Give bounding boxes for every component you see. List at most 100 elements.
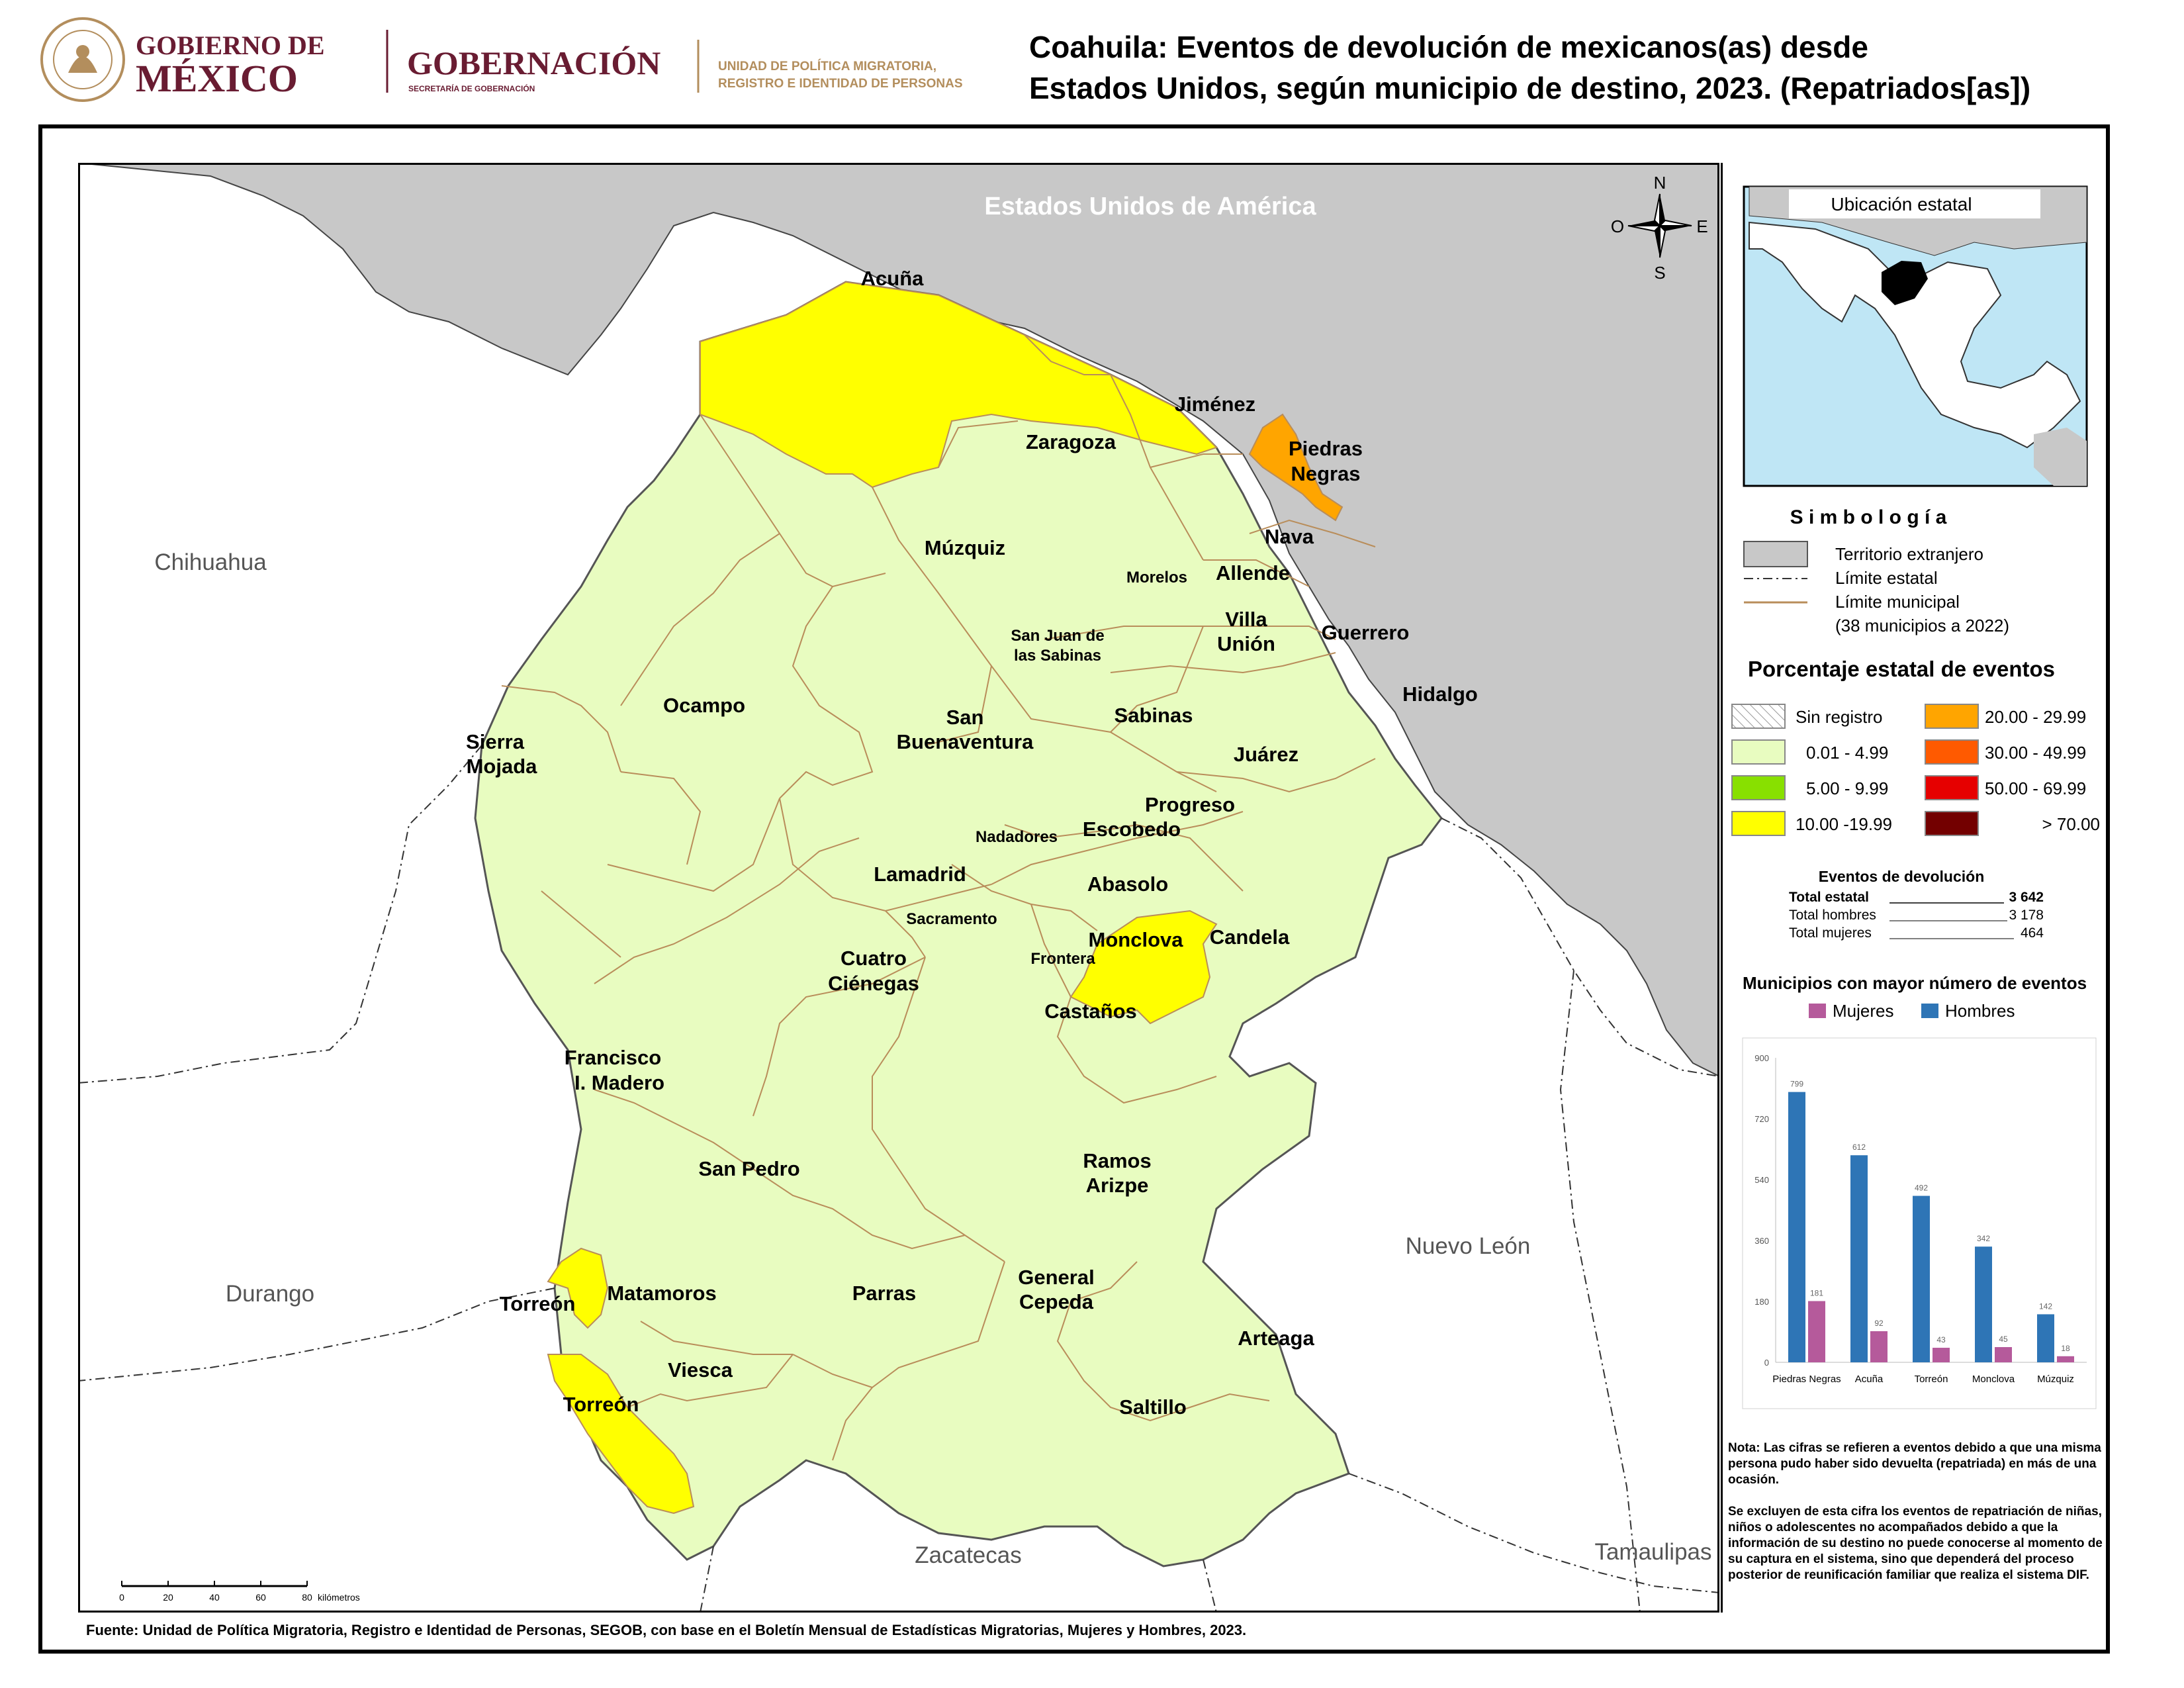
label-piedras-negras-1: Piedras (1289, 437, 1363, 460)
class-swatch-4 (1925, 704, 1979, 729)
main-map[interactable]: Estados Unidos de América Chihuahua Dura… (77, 162, 1720, 1613)
scale-unit: kilómetros (318, 1592, 360, 1603)
note-2: Se excluyen de esta cifra los eventos de… (1728, 1505, 2103, 1582)
label-cuatro-cienegas-1: Cuatro (841, 947, 907, 970)
label-sacramento: Sacramento (906, 910, 997, 928)
label-san-buenaventura-2: Buenaventura (897, 730, 1034, 753)
compass-s: S (1654, 263, 1665, 283)
map-frame (38, 124, 2110, 1654)
bar-chart: 0 180 360 540 720 900 799 181 Piedras Negras 612 9… (1754, 1053, 2087, 1385)
bar-hombres (1788, 1092, 1805, 1362)
totals-title: Eventos de devolución (1819, 868, 1985, 885)
unit-line2: REGISTRO E IDENTIDAD DE PERSONAS (718, 77, 963, 91)
coahuila-state (474, 281, 1443, 1568)
label-villa-union-1: Villa (1225, 608, 1267, 631)
legend-hombres: Hombres (1945, 1001, 2015, 1021)
mexico-seal-icon (40, 17, 125, 102)
label-general-cepeda-1: General (1018, 1266, 1094, 1289)
scale-tick-1: 20 (163, 1592, 173, 1603)
map-border (78, 163, 1719, 1613)
bar-value-label: 92 (1874, 1319, 1884, 1328)
class-swatch-1 (1731, 739, 1786, 765)
region-piedras-negras (1248, 413, 1343, 522)
neighbor-nuevo-leon: Nuevo León (1406, 1233, 1531, 1259)
label-san-pedro: San Pedro (698, 1157, 799, 1180)
bar-value-label: 181 (1810, 1288, 1823, 1297)
bar-value-label: 799 (1790, 1080, 1803, 1089)
total-state-value: 3 642 (2009, 890, 2044, 905)
bar-value-label: 43 (1936, 1335, 1946, 1344)
legend-mujeres: Mujeres (1833, 1001, 1893, 1021)
bar-mujeres (2057, 1356, 2074, 1362)
label-muzquiz: Múzquiz (925, 536, 1005, 559)
map-title: Coahuila: Eventos de devolución de mexic… (1029, 26, 2154, 109)
usa-territory (77, 162, 1720, 1078)
gov-line2: MÉXICO (136, 57, 298, 100)
y-tick-label: 900 (1754, 1053, 1769, 1063)
scale-bar: 0 20 40 60 80 kilómetros (119, 1581, 360, 1603)
pct-title: Porcentaje estatal de eventos (1748, 657, 2055, 681)
scale-tick-2: 40 (209, 1592, 220, 1603)
region-monclova (1069, 910, 1218, 1025)
legend-title: S i m b o l o g í a (1790, 506, 1947, 528)
label-frontera: Frontera (1030, 950, 1095, 968)
label-general-cepeda-2: Cepeda (1019, 1290, 1094, 1313)
bar-mujeres (1808, 1301, 1825, 1362)
inset-central-america (2034, 428, 2087, 486)
label-torreon-2: Torreón (563, 1393, 639, 1416)
label-ocampo: Ocampo (663, 694, 745, 717)
compass-n: N (1654, 173, 1666, 193)
title-line1: Coahuila: Eventos de devolución de mexic… (1029, 30, 1868, 64)
class-label-0: Sin registro (1796, 707, 1883, 727)
label-cuatro-cienegas-2: Ciénegas (828, 972, 919, 995)
label-sierra-mojada-2: Mojada (467, 755, 538, 778)
total-men-label: Total hombres (1789, 908, 1876, 923)
class-swatch-2 (1731, 775, 1786, 800)
inset-coahuila-highlight (1882, 261, 1928, 305)
y-tick-label: 360 (1754, 1236, 1769, 1246)
north-arrow-icon: N S E O (1611, 173, 1708, 283)
bar-value-label: 142 (2039, 1301, 2052, 1311)
category-label: Múzquiz (2037, 1374, 2074, 1385)
bar-hombres (1850, 1155, 1868, 1362)
label-juarez: Juárez (1234, 743, 1298, 766)
scale-tick-4: 80 (302, 1592, 312, 1603)
label-morelos: Morelos (1126, 569, 1187, 586)
label-ramos-arizpe-2: Arizpe (1086, 1174, 1149, 1197)
bar-hombres (1975, 1246, 1992, 1362)
legend-swatch-mujeres (1809, 1004, 1826, 1018)
category-label: Piedras Negras (1772, 1374, 1841, 1385)
category-label: Monclova (1972, 1374, 2015, 1385)
class-swatch-3 (1731, 811, 1786, 836)
category-label: Torreón (1915, 1374, 1948, 1385)
y-tick-label: 180 (1754, 1297, 1769, 1307)
y-tick-label: 0 (1764, 1358, 1769, 1368)
legend-foreign: Territorio extranjero (1835, 544, 1983, 564)
neighbor-durango: Durango (226, 1281, 314, 1307)
state-boundaries (77, 745, 1720, 1613)
title-line2: Estados Unidos, según municipio de desti… (1029, 71, 2031, 105)
notes-block: Nota: Las cifras se refieren a eventos d… (1728, 1440, 2109, 1583)
unit-line1: UNIDAD DE POLÍTICA MIGRATORIA, (718, 59, 936, 73)
label-zaragoza: Zaragoza (1026, 430, 1116, 453)
region-torreon-north (547, 1247, 609, 1329)
class-label-6: 50.00 - 69.99 (1985, 778, 2086, 798)
bar-hombres (2037, 1314, 2054, 1362)
totals-table: Total estatal 3 642 Total hombres 3 178 … (1789, 890, 2044, 941)
bar-value-label: 18 (2061, 1344, 2070, 1353)
compass-e: E (1696, 216, 1707, 236)
usa-label: Estados Unidos de América (984, 193, 1316, 220)
bar-value-label: 342 (1977, 1234, 1990, 1243)
legend-municipal-limit: Límite municipal (1835, 592, 1960, 612)
category-label: Acuña (1855, 1374, 1884, 1385)
scale-tick-0: 0 (119, 1592, 124, 1603)
label-jimenez: Jiménez (1175, 393, 1255, 416)
ministry-sub: SECRETARÍA DE GOBERNACIÓN (408, 83, 535, 93)
header-logos: GOBIERNO DE MÉXICO GOBERNACIÓN SECRETARÍ… (36, 13, 976, 106)
label-ramos-arizpe-1: Ramos (1083, 1149, 1151, 1172)
label-torreon: Torreón (500, 1292, 576, 1315)
bar-value-label: 612 (1852, 1143, 1866, 1152)
label-viesca: Viesca (668, 1358, 733, 1382)
class-swatch-0 (1731, 704, 1786, 729)
legend-state-limit: Límite estatal (1835, 568, 1938, 588)
